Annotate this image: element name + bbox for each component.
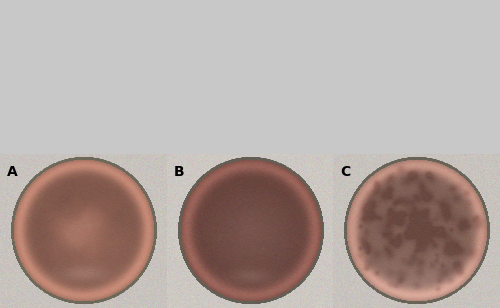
Text: C: C (340, 165, 350, 179)
Text: B: B (174, 165, 184, 179)
Text: A: A (6, 165, 18, 179)
